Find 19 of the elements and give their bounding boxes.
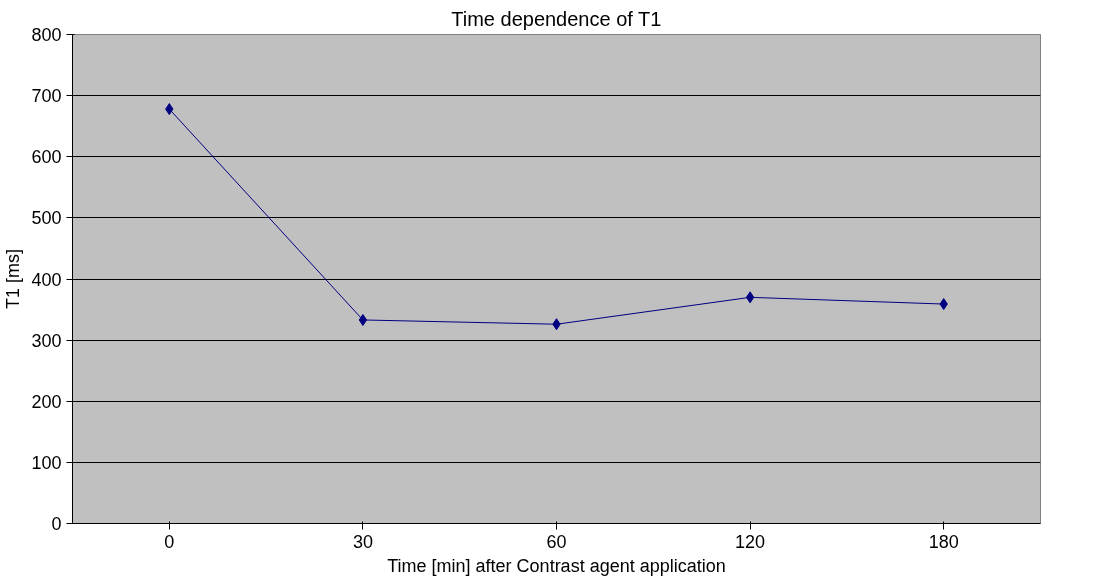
- x-tick-label: 0: [164, 531, 175, 552]
- y-tick-label: 300: [31, 330, 62, 351]
- y-tick-label: 800: [31, 25, 62, 45]
- x-axis-title: Time [min] after Contrast agent application: [387, 555, 726, 576]
- x-tick-label: 60: [546, 531, 567, 552]
- point: [745, 291, 755, 304]
- point: [358, 313, 368, 326]
- y-axis-title: T1 [ms]: [3, 248, 24, 309]
- y-tick-label: 100: [31, 452, 62, 473]
- y-tick-label: 700: [31, 86, 62, 107]
- y-tick-label: 0: [51, 514, 62, 534]
- x-tick-label: 30: [352, 531, 373, 552]
- y-tick-label: 200: [31, 391, 62, 412]
- y-tick-label: 400: [31, 269, 62, 290]
- x-tick-label: 120: [735, 531, 766, 552]
- x-tick-label: 180: [928, 531, 959, 552]
- chart-title: Time dependence of T1: [451, 7, 662, 30]
- y-tick-label: 600: [31, 147, 62, 168]
- y-tick-label: 500: [31, 208, 62, 229]
